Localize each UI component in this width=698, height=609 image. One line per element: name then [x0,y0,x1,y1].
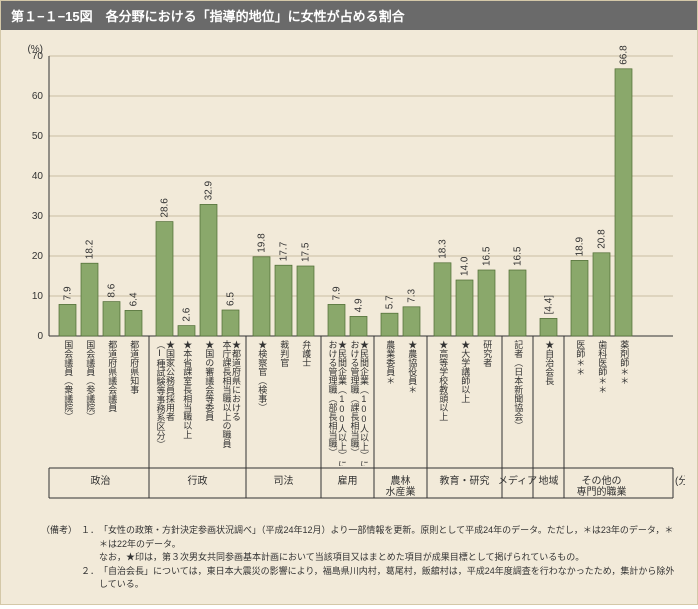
svg-text:0: 0 [37,331,43,342]
svg-text:地域: 地域 [539,474,559,487]
bar [253,257,270,336]
bar [478,270,495,336]
svg-text:18.2: 18.2 [85,239,96,259]
bar [615,69,632,336]
bar [403,307,420,336]
svg-text:2.6: 2.6 [182,307,193,321]
bar [456,280,473,336]
svg-text:18.3: 18.3 [438,239,449,259]
svg-text:30: 30 [32,211,44,222]
svg-text:17.5: 17.5 [301,242,312,262]
svg-text:7.9: 7.9 [63,286,74,300]
svg-text:66.8: 66.8 [619,45,630,65]
svg-text:7.9: 7.9 [332,286,343,300]
bar-chart: 010203040506070(%)7.9国会議員（衆議院）18.2国会議員（参… [13,40,685,510]
svg-text:政治: 政治 [91,474,111,487]
svg-text:専門的職業: 専門的職業 [577,485,627,498]
svg-text:5.7: 5.7 [385,295,396,309]
svg-text:行政: 行政 [188,474,208,487]
svg-text:農林: 農林 [391,474,411,487]
svg-text:4.9: 4.9 [354,298,365,312]
svg-text:[4.4]: [4.4] [544,295,555,315]
bar [297,266,314,336]
bar [350,316,367,336]
svg-text:6.4: 6.4 [129,292,140,306]
bar [81,263,98,336]
svg-text:教育・研究: 教育・研究 [440,474,490,487]
svg-text:19.8: 19.8 [257,233,268,253]
bar [222,310,239,336]
footnotes: （備考）１．「女性の政策・方針決定参画状況調べ」（平成24年12月）より一部情報… [1,518,697,604]
bar [434,263,451,336]
svg-text:8.6: 8.6 [107,283,118,297]
bar [540,318,557,336]
bar [509,270,526,336]
svg-text:40: 40 [32,171,44,182]
svg-text:18.9: 18.9 [575,236,586,256]
svg-text:16.5: 16.5 [513,246,524,266]
bar [381,313,398,336]
bar [125,310,142,336]
bar [275,265,292,336]
svg-text:16.5: 16.5 [482,246,493,266]
svg-text:60: 60 [32,91,44,102]
svg-text:17.7: 17.7 [279,241,290,261]
figure-title: 第１−１−15図 各分野における「指導的地位」に女性が占める割合 [1,1,697,30]
svg-text:50: 50 [32,131,44,142]
svg-text:14.0: 14.0 [460,256,471,276]
bar [328,304,345,336]
svg-text:6.5: 6.5 [226,292,237,306]
bar [200,204,217,336]
svg-text:7.3: 7.3 [407,288,418,302]
bar [178,326,195,336]
svg-text:メディア: メディア [498,474,537,487]
svg-text:その他の: その他の [582,474,622,487]
figure-container: 第１−１−15図 各分野における「指導的地位」に女性が占める割合 0 10 20 30… [0,0,698,605]
chart-area: 010203040506070(%)7.9国会議員（衆議院）18.2国会議員（参… [1,30,697,518]
svg-text:(%): (%) [27,44,43,55]
svg-text:10: 10 [32,291,44,302]
svg-text:雇用: 雇用 [338,474,358,487]
bar [571,260,588,336]
bar [593,253,610,336]
svg-text:20.8: 20.8 [597,229,608,249]
svg-text:司法: 司法 [274,474,294,487]
svg-text:20: 20 [32,251,44,262]
bar [103,302,120,336]
svg-text:28.6: 28.6 [160,198,171,218]
svg-text:(分野): (分野) [675,475,685,487]
bar [59,304,76,336]
svg-text:水産業: 水産業 [386,485,416,498]
bar [156,222,173,336]
svg-text:32.9: 32.9 [204,180,215,200]
